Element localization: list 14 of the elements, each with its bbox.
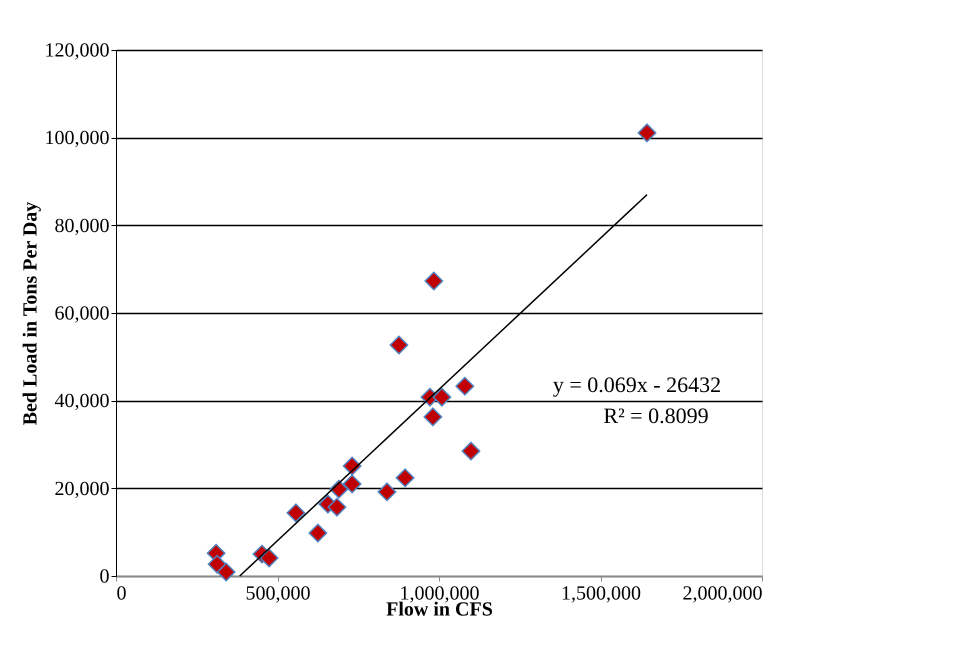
y-tick-label: 120,000 bbox=[44, 40, 110, 62]
x-tick-label: 1,500,000 bbox=[561, 582, 641, 604]
y-tick-label: 20,000 bbox=[54, 478, 110, 500]
y-tick-label: 0 bbox=[100, 566, 110, 588]
x-tick-label: 2,000,000 bbox=[682, 582, 762, 604]
y-axis-title: Bed Load in Tons Per Day bbox=[20, 202, 42, 426]
x-tick-label: 0 bbox=[116, 582, 126, 604]
annotation: R² = 0.8099 bbox=[603, 403, 709, 428]
y-tick-label: 80,000 bbox=[54, 214, 110, 237]
y-tick-label: 40,000 bbox=[54, 390, 110, 412]
y-tick-label: 100,000 bbox=[44, 127, 110, 150]
x-tick-label: 500,000 bbox=[246, 582, 310, 604]
y-tick-label: 60,000 bbox=[54, 302, 110, 324]
annotation: y = 0.069x - 26432 bbox=[552, 372, 722, 397]
